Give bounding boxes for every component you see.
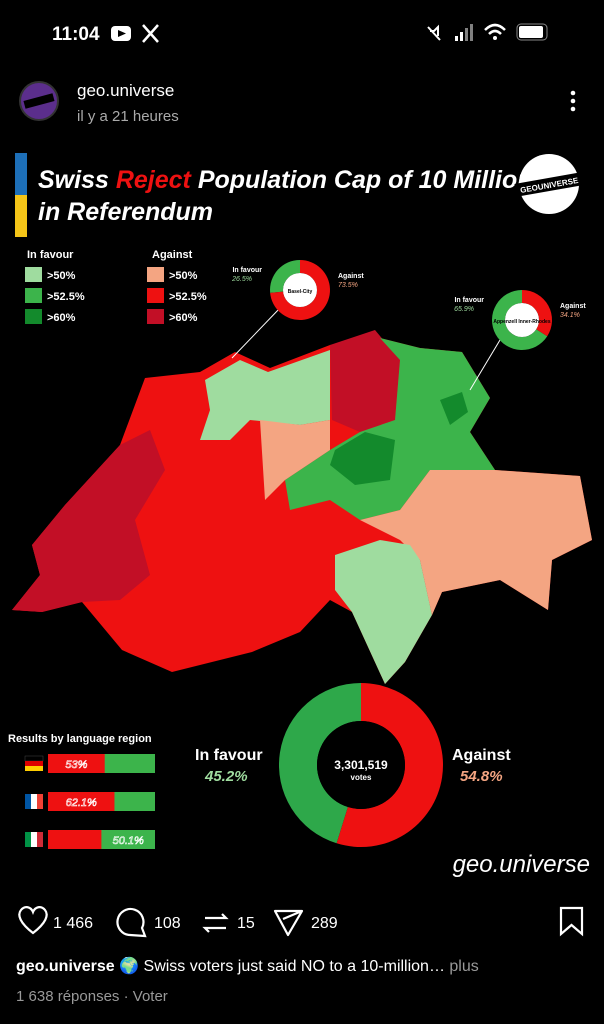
battery <box>516 23 548 41</box>
legend-label: >50% <box>169 270 198 282</box>
donut-against <box>336 683 444 847</box>
against-percent: 54.8% <box>460 768 503 785</box>
title-highlight: Reject <box>116 166 193 194</box>
legend-swatch <box>25 288 42 303</box>
wifi <box>484 23 506 35</box>
like-button[interactable] <box>18 906 48 935</box>
avatar-band <box>23 93 55 109</box>
time: 11:04 <box>52 24 100 45</box>
inset-favour: In favour <box>232 267 262 274</box>
flag-blue <box>15 153 27 195</box>
title-part: Population Cap of 10 Million <box>198 166 533 194</box>
legend-title: In favour <box>27 249 74 261</box>
map <box>12 307 592 684</box>
title-part: Swiss <box>38 166 109 194</box>
timestamp: il y a 21 heures <box>77 108 179 125</box>
vote-link[interactable]: Voter <box>133 988 168 1005</box>
flags <box>24 755 44 847</box>
separator: · <box>124 988 129 1005</box>
legend-label: >50% <box>47 270 76 282</box>
more-link[interactable]: plus <box>449 958 478 975</box>
caption-username[interactable]: geo.universe <box>16 958 115 975</box>
bar-segment <box>48 754 105 773</box>
bar-label: 62.1% <box>66 797 97 809</box>
inset-against: Against <box>560 303 586 310</box>
comment-button[interactable] <box>116 907 147 938</box>
battery-level <box>519 26 543 38</box>
more-menu[interactable] <box>570 90 576 112</box>
caption: geo.universe 🌍 Swiss voters just said NO… <box>16 956 479 975</box>
favour-percent: 45.2% <box>204 768 248 785</box>
bar-label: 50.1% <box>113 835 144 847</box>
region-aargau <box>260 420 330 500</box>
username[interactable]: geo.universe <box>77 81 174 100</box>
legend-label: >52.5% <box>47 291 85 303</box>
inset-pointer <box>231 307 281 359</box>
legend-label: >60% <box>47 312 76 324</box>
logo-band <box>514 172 584 197</box>
inset-against-value: 73.5% <box>338 282 358 289</box>
legend-swatch <box>147 267 164 282</box>
flag-yellow <box>15 195 27 237</box>
inset-region: Appenzell Inner-Rhodes <box>493 319 550 325</box>
comment-count: 108 <box>154 915 181 932</box>
play-glyph <box>118 30 126 37</box>
inset-favour-value: 26.5% <box>231 276 252 283</box>
region-graubunden <box>360 470 592 615</box>
inset-region: Basel-City <box>288 289 313 295</box>
inset-favour-value: 65.9% <box>454 306 474 313</box>
donut-favour <box>279 682 361 844</box>
region-zurich <box>330 330 400 432</box>
donut-against <box>522 290 552 337</box>
legend-swatch <box>147 309 164 324</box>
region-schwyz <box>330 432 395 485</box>
repost-button[interactable] <box>202 913 229 933</box>
inset-center <box>283 273 317 307</box>
bar-label: 53% <box>65 759 87 771</box>
title: Swiss Reject Population Cap of 10 Millio… <box>38 166 533 194</box>
donut-against <box>270 260 331 320</box>
signal <box>455 24 473 41</box>
repost-count: 15 <box>237 915 255 932</box>
favour-label: In favour <box>195 747 263 764</box>
watermark: geo.universe <box>453 851 590 878</box>
replies-link[interactable]: 1 638 réponses <box>16 988 119 1005</box>
region-east <box>285 338 495 520</box>
donut-hole <box>317 721 405 809</box>
legend-swatch <box>147 288 164 303</box>
legend-title: Against <box>152 249 193 261</box>
region-west <box>12 430 165 612</box>
inset-center <box>505 303 539 337</box>
footer: 1 638 réponses · Voter <box>16 988 168 1005</box>
language-title: Results by language region <box>8 733 152 745</box>
region-ticino <box>335 540 432 684</box>
share-count: 289 <box>311 915 338 932</box>
bar-segment <box>48 792 115 811</box>
total-votes: 3,301,519 <box>334 758 388 772</box>
legend-label: >60% <box>169 312 198 324</box>
inset-pointer <box>469 339 501 391</box>
against-label: Against <box>452 747 511 764</box>
legend-swatch <box>25 267 42 282</box>
inset-against-value: 34.1% <box>560 312 580 319</box>
wifi-dot <box>493 36 497 40</box>
donut-favour <box>491 290 548 350</box>
inset-against: Against <box>338 273 364 280</box>
share-button[interactable] <box>273 909 304 937</box>
title-line2: in Referendum <box>38 198 213 226</box>
bar-segment <box>101 830 155 849</box>
bookmark-button[interactable] <box>559 906 584 937</box>
like-count: 1 466 <box>53 915 93 932</box>
legend-swatch <box>25 309 42 324</box>
x-icon <box>142 24 159 43</box>
total-unit: votes <box>351 773 372 782</box>
mute-icon <box>427 24 441 41</box>
region-north <box>200 350 330 440</box>
caption-text: 🌍 Swiss voters just said NO to a 10-mill… <box>119 956 445 975</box>
inset-favour: In favour <box>454 297 484 304</box>
region-appenzell <box>440 392 468 425</box>
legend-label: >52.5% <box>169 291 207 303</box>
donut-favour <box>270 260 300 293</box>
